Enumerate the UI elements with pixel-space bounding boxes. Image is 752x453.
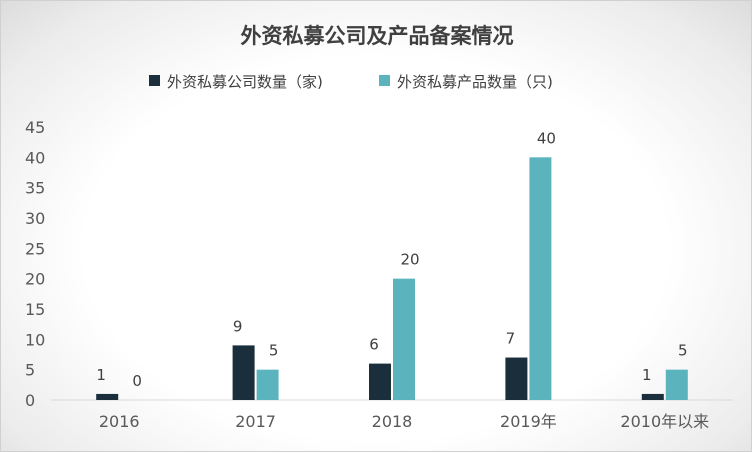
y-tick-label: 10	[25, 330, 45, 349]
data-label-products: 0	[132, 372, 142, 390]
legend-label-products: 外资私募产品数量（只)	[397, 73, 553, 91]
bar-products	[665, 369, 688, 400]
y-tick-label: 20	[25, 270, 45, 289]
x-axis: 2016 2017 2018 2019年 2010年以来	[99, 412, 709, 431]
legend-swatch-products	[379, 75, 390, 86]
y-tick-label: 30	[25, 209, 45, 228]
y-tick-label: 40	[25, 148, 45, 167]
x-category-label: 2010年以来	[620, 412, 709, 431]
y-tick-label: 15	[25, 300, 45, 319]
data-label-companies: 7	[506, 330, 516, 348]
x-category-label: 2019年	[500, 412, 557, 431]
data-label-companies: 1	[96, 366, 106, 384]
data-label-products: 5	[678, 342, 688, 360]
data-label-products: 5	[269, 342, 279, 360]
legend-label-companies: 外资私募公司数量（家)	[167, 73, 323, 91]
x-category-label: 2017	[235, 412, 276, 431]
bar-companies	[369, 363, 391, 400]
legend-swatch-companies	[149, 75, 160, 86]
bar-companies	[232, 345, 255, 400]
bar-companies	[505, 357, 528, 400]
chart-title: 外资私募公司及产品备案情况	[241, 24, 514, 48]
bars	[96, 157, 688, 400]
legend: 外资私募公司数量（家) 外资私募产品数量（只)	[149, 73, 553, 91]
y-tick-label: 0	[25, 391, 35, 410]
data-label-companies: 6	[369, 336, 379, 354]
data-label-products: 40	[537, 129, 556, 147]
bar-products	[529, 157, 552, 400]
data-labels: 1 0 9 5 6 20 7 40 1 5	[96, 129, 687, 390]
y-tick-label: 25	[25, 239, 45, 258]
x-category-label: 2016	[99, 412, 140, 431]
data-label-companies: 9	[233, 317, 243, 335]
bar-companies	[96, 393, 119, 400]
x-category-label: 2018	[372, 412, 413, 431]
bar-companies	[641, 393, 664, 400]
y-tick-label: 5	[25, 361, 35, 380]
data-label-products: 20	[400, 251, 419, 269]
y-tick-label: 35	[25, 179, 45, 198]
data-label-companies: 1	[642, 366, 652, 384]
y-axis: 0 5 10 15 20 25 30 35 40 45	[25, 118, 45, 410]
y-tick-label: 45	[25, 118, 45, 137]
bar-products	[256, 369, 279, 400]
bar-products	[393, 278, 415, 400]
